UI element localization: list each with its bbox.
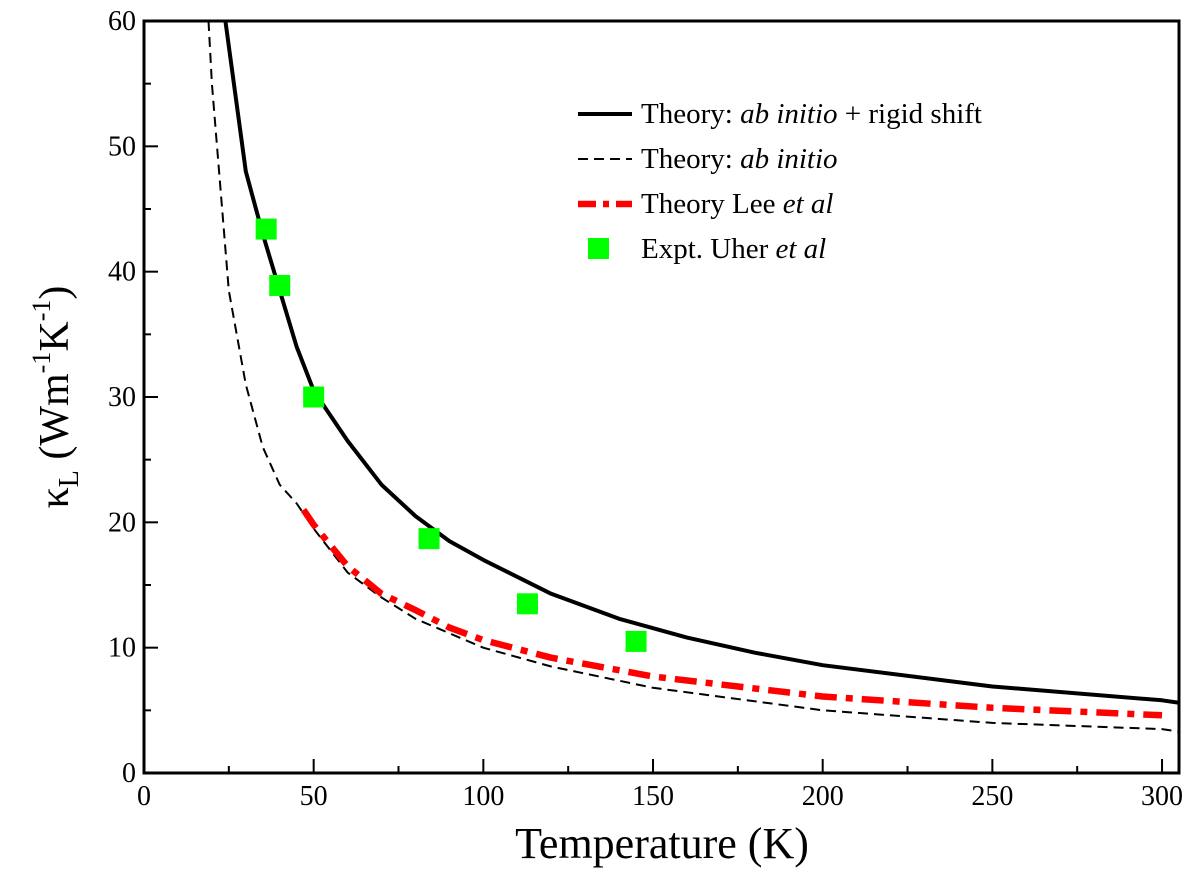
data-point-uher <box>625 630 647 652</box>
y-axis: 0 10 20 30 40 50 60 <box>108 6 158 789</box>
x-tick-label: 300 <box>1141 781 1183 812</box>
x-tick-label: 250 <box>971 781 1013 812</box>
x-axis: 0 50 100 150 200 250 300 <box>137 759 1183 812</box>
legend-label-segment: ab initio <box>740 143 837 175</box>
y-axis-label-kappa: κ <box>32 487 78 508</box>
data-point-uher <box>303 386 325 408</box>
y-axis-label-close: ) <box>32 286 78 300</box>
legend-label-segment: Theory Lee <box>641 188 783 220</box>
series-line-ab_initio <box>207 21 1179 733</box>
data-point-uher <box>255 218 277 240</box>
legend-label-segment: ab initio <box>740 98 837 130</box>
y-axis-label-m-exp: -1 <box>27 352 56 374</box>
y-tick-label: 50 <box>108 131 136 162</box>
y-tick-label: 10 <box>108 633 136 664</box>
legend-label-segment: Theory: <box>641 143 740 175</box>
legend-label-segment: + rigid shift <box>838 98 982 130</box>
y-tick-label: 0 <box>122 758 136 789</box>
y-tick-label: 20 <box>108 507 136 538</box>
series-line-lee <box>300 507 1163 719</box>
x-axis-label: Temperature (K) <box>515 819 809 868</box>
x-tick-label: 100 <box>462 781 504 812</box>
x-tick-label: 150 <box>632 781 674 812</box>
legend-label-lee: Theory Lee et al <box>641 188 833 220</box>
legend-label-uher: Expt. Uher et al <box>641 233 826 265</box>
y-axis-label-kappa-sub: L <box>54 470 85 487</box>
legend-label-rigid_shift: Theory: ab initio + rigid shift <box>641 98 982 130</box>
legend-swatch-uher <box>588 238 609 259</box>
marker-layer <box>255 218 647 652</box>
y-tick-label: 60 <box>108 6 136 37</box>
legend-label-segment: Theory: <box>641 98 740 130</box>
legend-label-ab_initio: Theory: ab initio <box>641 143 838 175</box>
data-point-uher <box>418 528 440 550</box>
plot-frame <box>142 19 1181 775</box>
x-tick-label: 200 <box>802 781 844 812</box>
legend-label-segment: Expt. Uher <box>641 233 776 265</box>
y-axis-label-k-unit: K <box>32 321 78 351</box>
y-axis-label-k-exp: -1 <box>27 300 56 322</box>
y-tick-label: 40 <box>108 257 136 288</box>
data-point-uher <box>516 593 538 615</box>
data-point-uher <box>269 274 291 296</box>
x-tick-label: 50 <box>300 781 328 812</box>
y-axis-label: κL (Wm-1K-1) <box>27 286 85 509</box>
y-tick-label: 30 <box>108 382 136 413</box>
x-tick-label: 0 <box>137 781 151 812</box>
legend-label-segment: et al <box>783 188 834 220</box>
y-axis-label-open: (Wm <box>32 373 78 470</box>
legend-label-segment: et al <box>776 233 827 265</box>
